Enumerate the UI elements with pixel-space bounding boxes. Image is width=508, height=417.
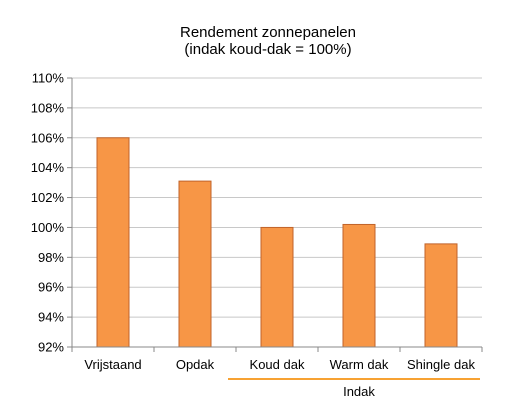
group-label: Indak [343, 384, 375, 399]
x-category-label: Vrijstaand [84, 357, 141, 372]
x-axis-labels: Vrijstaand Opdak Koud dak Warm dak Shingle d… [84, 357, 475, 372]
y-tick-label: 94% [38, 310, 64, 325]
y-tick-label: 98% [38, 250, 64, 265]
bars [96, 137, 458, 348]
x-category-label: Shingle dak [407, 357, 475, 372]
x-category-label: Opdak [176, 357, 215, 372]
x-category-label: Koud dak [250, 357, 305, 372]
chart-subtitle: (indak koud-dak = 100%) [184, 41, 351, 58]
axes [71, 78, 483, 352]
y-tick-label: 108% [31, 100, 65, 115]
category-group: Indak [228, 378, 480, 399]
chart-title: Rendement zonnepanelen [180, 24, 356, 41]
y-tick-label: 92% [38, 340, 64, 355]
x-category-label: Warm dak [330, 357, 389, 372]
bar [424, 243, 458, 348]
y-tick-label: 104% [31, 160, 65, 175]
y-tick-label: 102% [31, 190, 65, 205]
y-tick-label: 100% [31, 220, 65, 235]
y-tick-label: 110% [32, 71, 65, 86]
y-axis-ticks: 92% 94% 96% 98% 100% 102% 104% 106% 108% 110% [31, 71, 72, 355]
y-tick-label: 96% [38, 280, 64, 295]
bar [260, 226, 294, 348]
bar [96, 137, 130, 348]
bar [178, 180, 212, 348]
bar [342, 223, 376, 348]
y-tick-label: 106% [31, 130, 65, 145]
